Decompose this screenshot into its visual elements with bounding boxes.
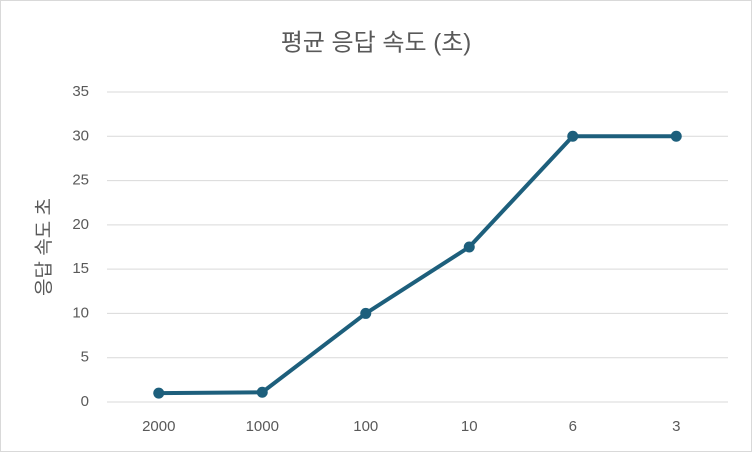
y-tick-label: 25 [72,172,89,189]
x-tick-label: 100 [353,418,378,435]
x-tick-label: 6 [569,418,577,435]
y-axis-label: 응답 속도 초 [33,198,55,296]
x-tick-label: 2000 [142,418,175,435]
y-tick-label: 35 [72,83,89,100]
x-tick-label: 3 [672,418,680,435]
y-tick-label: 0 [81,393,89,410]
marker [463,241,475,253]
y-tick-label: 15 [72,260,89,277]
marker [153,387,165,399]
marker [670,130,682,142]
marker [360,307,372,319]
y-tick-label: 20 [72,216,89,233]
y-tick-label: 30 [72,127,89,144]
marker [567,130,579,142]
marker [256,386,268,398]
chart-title: 평균 응답 속도 (초) [281,29,472,56]
x-tick-label: 10 [461,418,478,435]
x-tick-label: 1000 [246,418,279,435]
line [158,134,677,396]
y-tick-label: 10 [72,304,89,321]
y-tick-label: 5 [81,349,89,366]
